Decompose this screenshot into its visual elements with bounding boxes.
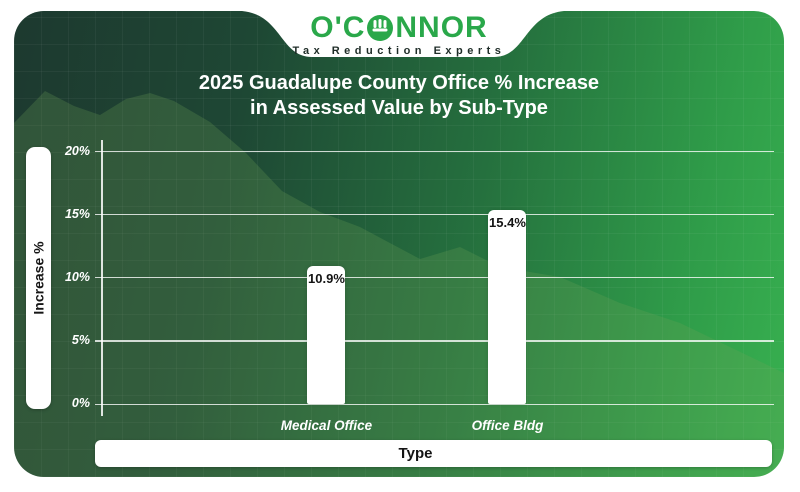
x-axis-label-pill: Type (95, 440, 772, 467)
x-axis-label: Type (398, 445, 433, 462)
ytick-label-10%: 10% (64, 269, 90, 284)
y-axis-line (101, 140, 103, 416)
brand-logo: O'C NNOR Tax Reduction Experts (14, 12, 784, 58)
ytick-label-5%: 5% (71, 332, 90, 347)
brand-name-right: NNOR (395, 11, 488, 44)
gridline-10% (95, 277, 774, 279)
brand-wordmark: O'C NNOR (14, 12, 784, 44)
gridline-5% (95, 340, 774, 342)
gridline-20% (95, 151, 774, 153)
chart-card: 0% 5% 10% 15% 20% 10.9% Medical Office 15.4% Off… (14, 11, 784, 477)
y-axis-label-pill: Increase % (26, 147, 51, 409)
y-axis-label: Increase % (30, 241, 47, 315)
brand-o-hand-icon (367, 15, 394, 41)
ytick-label-0%: 0% (71, 396, 90, 410)
gridline-0% (95, 403, 774, 405)
chart-title-line-2: in Assessed Value by Sub-Type (250, 97, 548, 119)
category-label: Medical Office (280, 418, 373, 433)
brand-tagline: Tax Reduction Experts (292, 45, 506, 57)
ytick-label-20%: 20% (64, 143, 90, 158)
brand-name-left: O'C (310, 11, 366, 44)
gridline-15% (95, 214, 774, 216)
bar-value-label: 15.4% (489, 214, 526, 230)
bar-medical-office (307, 266, 346, 404)
category-label: Office Bldg (471, 418, 544, 433)
ytick-label-15%: 15% (64, 206, 90, 221)
bar-office-bldg (488, 209, 527, 404)
bar-value-label: 10.9% (308, 271, 345, 287)
chart-title-line-1: 2025 Guadalupe County Office % Increase (198, 72, 600, 94)
chart-title: 2025 Guadalupe County Office % Increase … (14, 71, 784, 121)
